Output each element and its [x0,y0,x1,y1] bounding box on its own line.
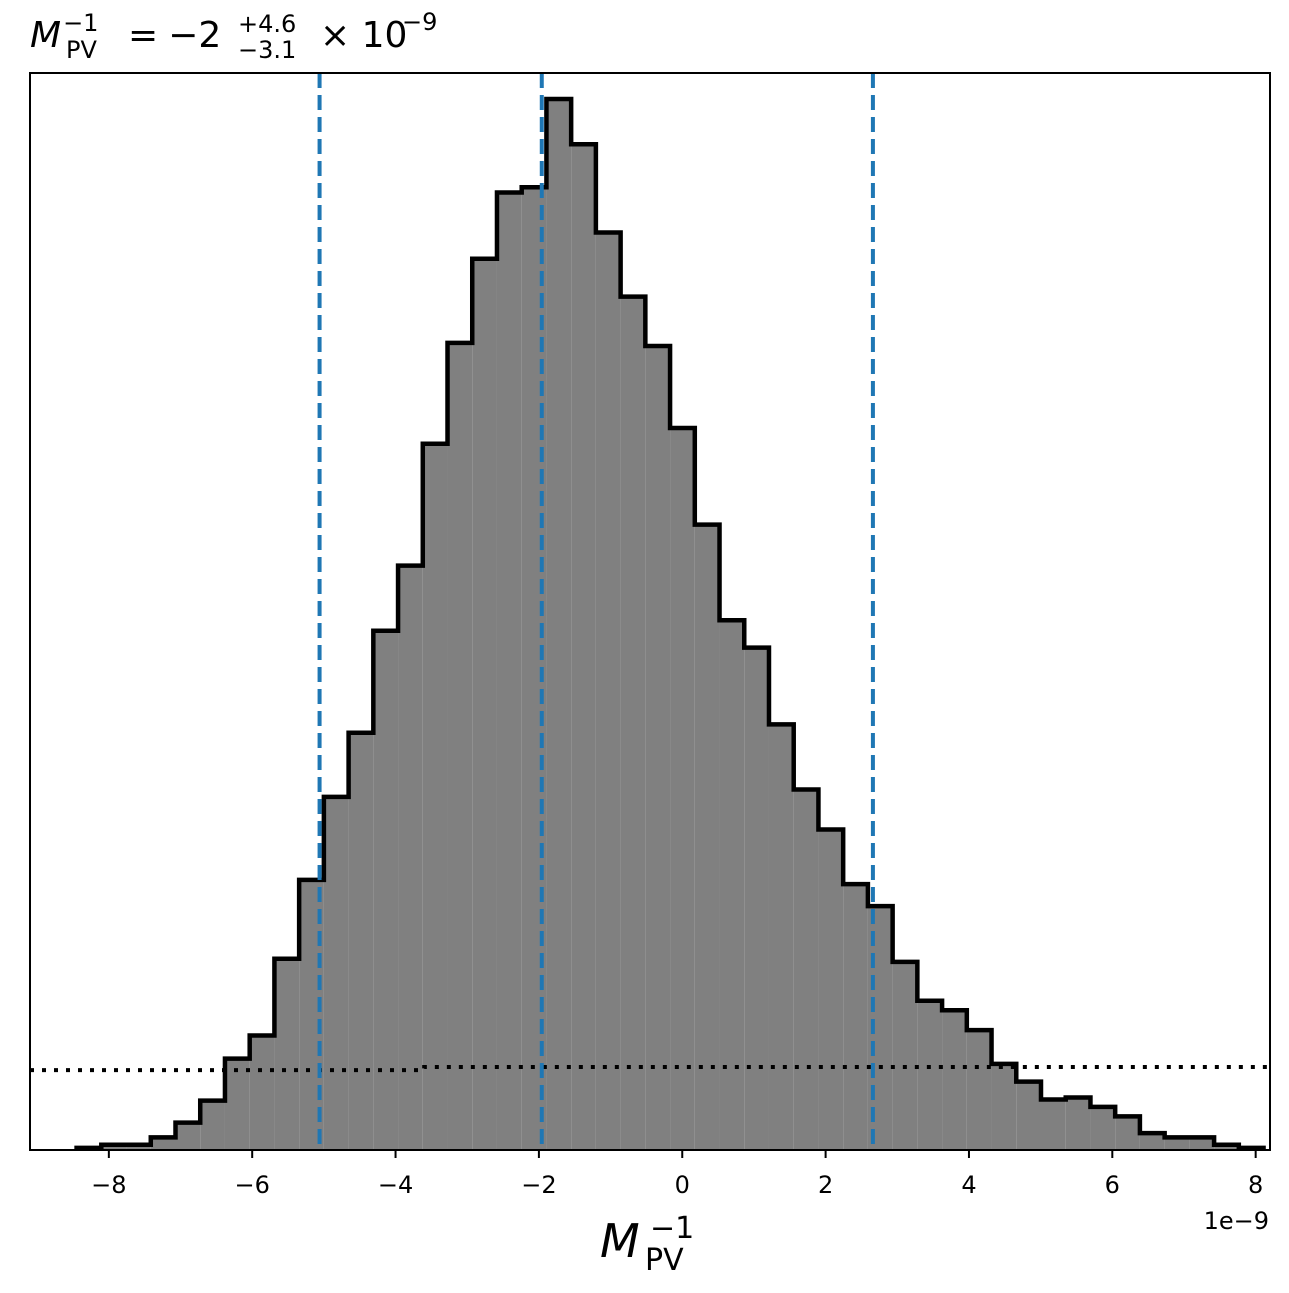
x-tick-label: 4 [961,1171,976,1199]
histogram-bar [348,732,374,1150]
histogram-bar [1090,1106,1116,1150]
histogram-bar [373,630,399,1150]
histogram-bar [422,443,448,1150]
title-lhs-sup: −1 [63,9,98,37]
histogram-bar [571,144,596,1150]
histogram-bar [744,647,769,1150]
histogram-bar [398,565,423,1150]
x-tick-label: −6 [235,1171,270,1199]
axis-offset-text: 1e−9 [1204,1207,1269,1235]
histogram-bar [126,1144,151,1150]
axes-frame [29,72,1271,1151]
histogram-bar [595,232,621,1151]
x-tick-label: 0 [675,1171,690,1199]
histogram-bar [472,258,497,1150]
x-tick-label: −2 [521,1171,556,1199]
histogram-bar [768,724,794,1150]
histogram-bar [1040,1099,1066,1150]
x-axis-label-sub: PV [645,1243,684,1278]
histogram-bar [694,524,720,1150]
histogram-bar [1214,1144,1239,1150]
histogram-bar [793,789,819,1150]
chart-title: M−1 [30,9,98,56]
histogram-bar [942,1010,967,1150]
histogram-bar [966,1030,992,1150]
histogram-bar [917,1000,943,1150]
title-times: × 10 [320,15,407,56]
plot-area [29,72,1271,1151]
x-tick-label: 8 [1248,1171,1263,1199]
title-rest: = −2 [128,15,221,56]
histogram-bar [892,961,918,1150]
histogram-bar [496,192,522,1150]
histogram-bar [546,99,572,1150]
histogram-outline [74,96,1266,1151]
histogram-bar [818,829,844,1150]
histogram-bar [991,1063,1017,1150]
histogram-bar [1189,1137,1215,1150]
x-axis: −8 −6 −4 −2 0 2 4 6 8 [91,1150,1263,1199]
x-tick-label: 2 [818,1171,833,1199]
dotted-reference-line [30,1064,1270,1073]
x-tick-label: −8 [91,1171,126,1199]
histogram-bar [1164,1137,1190,1150]
histogram-bar [620,296,646,1150]
x-tick-label: −4 [378,1171,413,1199]
histogram-bar [224,1058,250,1150]
x-axis-label-sup: −1 [650,1211,694,1246]
x-tick-label: 6 [1105,1171,1120,1199]
histogram-bar [645,345,671,1150]
histogram-bar [274,958,300,1150]
title-equals: = [128,15,158,56]
histogram-bar [447,342,473,1150]
title-lhs-base: M [30,15,61,56]
histogram-bar [200,1100,225,1150]
histogram-bar [1065,1097,1091,1150]
histogram-bar [843,884,868,1150]
histogram-bar [101,1144,127,1150]
title-lhs-sub: PV [66,36,97,64]
histogram-bar [1016,1081,1041,1150]
histogram-bar [719,620,745,1150]
x-axis-label-base: M [600,1214,640,1268]
histogram-bar [299,879,324,1150]
histogram-bar [1139,1133,1165,1150]
title-upper: +4.6 [238,10,296,38]
histogram-bar [670,427,695,1150]
histogram-bar [323,796,349,1150]
histogram-bar [175,1122,201,1150]
histogram-bar [249,1035,275,1150]
histogram-bar [1115,1116,1140,1150]
title-value: −2 [168,15,221,56]
title-lower: −3.1 [238,36,296,64]
title-exponent: −9 [402,8,437,36]
histogram-bar [150,1137,176,1150]
